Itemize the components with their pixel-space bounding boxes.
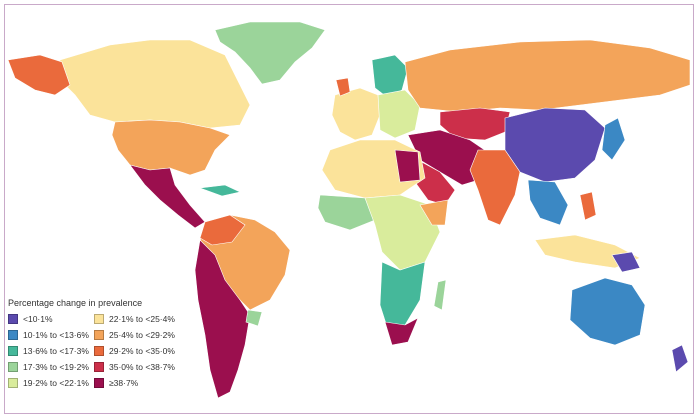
- legend-label: 22·1% to <25·4%: [109, 313, 175, 324]
- legend-item: 17·3% to <19·2%: [8, 361, 94, 372]
- region-europe-west: [331, 87, 381, 141]
- legend-item: <10·1%: [8, 313, 94, 324]
- legend-swatch: [8, 313, 18, 324]
- legend: Percentage change in prevalence <10·1% 2…: [8, 298, 238, 388]
- region-africa-south: [379, 261, 426, 331]
- region-canada: [59, 39, 251, 129]
- legend-swatch: [94, 313, 104, 324]
- region-new-zealand: [671, 344, 689, 373]
- legend-swatch: [8, 361, 18, 372]
- legend-label: 17·3% to <19·2%: [23, 361, 89, 372]
- legend-label: 13·6% to <17·3%: [23, 345, 89, 356]
- legend-item: 13·6% to <17·3%: [8, 345, 94, 356]
- region-central-asia: [439, 107, 511, 141]
- region-japan: [601, 117, 626, 161]
- region-uk: [335, 77, 351, 97]
- legend-label: 19·2% to <22·1%: [23, 377, 89, 388]
- region-australia: [569, 277, 646, 346]
- region-colombia-venezuela: [199, 214, 246, 246]
- region-philippines: [579, 191, 597, 221]
- region-papua: [611, 251, 641, 273]
- region-andes-south: [194, 239, 251, 399]
- region-usa: [111, 119, 231, 176]
- region-africa-horn: [419, 199, 449, 226]
- legend-item: 35·0% to <38·7%: [94, 361, 204, 372]
- region-uruguay: [245, 309, 263, 327]
- legend-swatch: [94, 329, 104, 340]
- legend-grid: <10·1% 22·1% to <25·4% 10·1% to <13·6% 2…: [8, 313, 238, 388]
- legend-swatch: [94, 345, 104, 356]
- legend-swatch: [8, 329, 18, 340]
- region-southeast-asia: [527, 179, 569, 226]
- legend-item: 10·1% to <13·6%: [8, 329, 94, 340]
- region-china: [504, 107, 606, 183]
- legend-item: ≥38·7%: [94, 377, 204, 388]
- legend-item: 29·2% to <35·0%: [94, 345, 204, 356]
- legend-item: 22·1% to <25·4%: [94, 313, 204, 324]
- legend-label: 35·0% to <38·7%: [109, 361, 175, 372]
- region-egypt: [394, 149, 421, 183]
- legend-label: ≥38·7%: [109, 377, 139, 388]
- region-madagascar: [433, 279, 447, 311]
- region-alaska: [7, 54, 71, 96]
- region-europe-east: [377, 89, 421, 139]
- legend-item: 25·4% to <29·2%: [94, 329, 204, 340]
- legend-swatch: [94, 377, 104, 388]
- legend-title: Percentage change in prevalence: [8, 298, 143, 308]
- region-mexico: [129, 164, 206, 229]
- legend-swatch: [8, 345, 18, 356]
- region-caribbean: [199, 184, 241, 197]
- legend-label: 29·2% to <35·0%: [109, 345, 175, 356]
- legend-item: 19·2% to <22·1%: [8, 377, 94, 388]
- legend-label: 10·1% to <13·6%: [23, 329, 89, 340]
- legend-swatch: [94, 361, 104, 372]
- region-russia: [404, 39, 691, 113]
- legend-label: 25·4% to <29·2%: [109, 329, 175, 340]
- region-india: [469, 149, 521, 226]
- region-south-africa: [384, 317, 419, 346]
- region-greenland: [214, 21, 326, 85]
- legend-swatch: [8, 377, 18, 388]
- legend-label: <10·1%: [23, 313, 53, 324]
- region-scandinavia: [371, 54, 409, 99]
